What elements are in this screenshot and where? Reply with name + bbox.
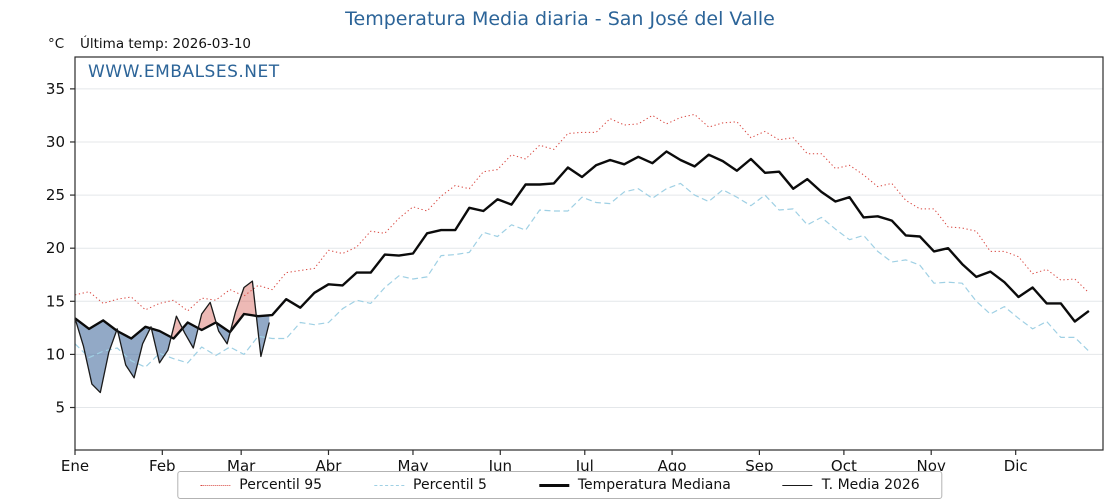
x-tick-label: Oct [831, 457, 857, 475]
percentil-95-line-sample [200, 484, 231, 486]
x-tick-label: Dic [1004, 457, 1028, 475]
line-temperatura-mediana [74, 150, 1090, 340]
y-tick-label: 10 [46, 345, 65, 363]
x-tick-label: Abr [316, 457, 343, 475]
y-tick-label: 25 [46, 186, 65, 204]
x-tick-label: Mar [227, 457, 256, 475]
y-tick-label: 30 [46, 133, 65, 151]
percentil-5-line-sample [374, 484, 405, 486]
legend-label-percentil-95: Percentil 95 [239, 477, 323, 493]
temperatura-mediana-line-sample [538, 483, 569, 487]
line-t-media-2026 [74, 280, 270, 394]
legend-item-temperatura-mediana: Temperatura Mediana [538, 477, 731, 493]
fill-above-median [230, 281, 257, 332]
y-tick-label: 35 [46, 80, 65, 98]
legend-label-temperatura-mediana: Temperatura Mediana [577, 477, 731, 493]
t-media-2026-line-sample [782, 484, 813, 486]
chart-title: Temperatura Media diaria - San José del … [345, 8, 775, 30]
fill-above-median [171, 316, 183, 339]
y-tick-label: 5 [55, 399, 65, 417]
fill-below-median [75, 318, 117, 393]
legend: Percentil 95 Percentil 5 Temperatura Med… [177, 471, 943, 499]
legend-label-percentil-5: Percentil 5 [413, 477, 487, 493]
x-tick-label: Sep [745, 457, 773, 475]
line-percentil-95 [74, 113, 1090, 312]
x-tick-label: May [397, 457, 428, 475]
fill-below-median [256, 315, 270, 357]
fill-below-median [151, 328, 172, 363]
legend-item-percentil-5: Percentil 5 [374, 477, 487, 493]
legend-item-percentil-95: Percentil 95 [200, 477, 322, 493]
x-tick-label: Nov [917, 457, 946, 475]
watermark-embalses: WWW.EMBALSES.NET [88, 62, 280, 82]
line-percentil-5 [74, 182, 1090, 368]
y-tick-label: 20 [46, 239, 65, 257]
x-tick-label: Ene [61, 457, 89, 475]
x-tick-label: Jun [488, 457, 512, 475]
last-temp-annotation: Última temp: 2026-03-10 [80, 36, 252, 52]
legend-item-t-media-2026: T. Media 2026 [782, 477, 920, 493]
x-tick-label: Jul [575, 457, 594, 475]
x-tick-label: Feb [149, 457, 176, 475]
y-axis-unit-label: °C [48, 36, 65, 52]
x-tick-label: Ago [658, 457, 687, 475]
plot-border [74, 56, 1104, 451]
fill-below-median [216, 322, 231, 344]
y-tick-label: 15 [46, 292, 65, 310]
legend-label-t-media-2026: T. Media 2026 [821, 477, 920, 493]
